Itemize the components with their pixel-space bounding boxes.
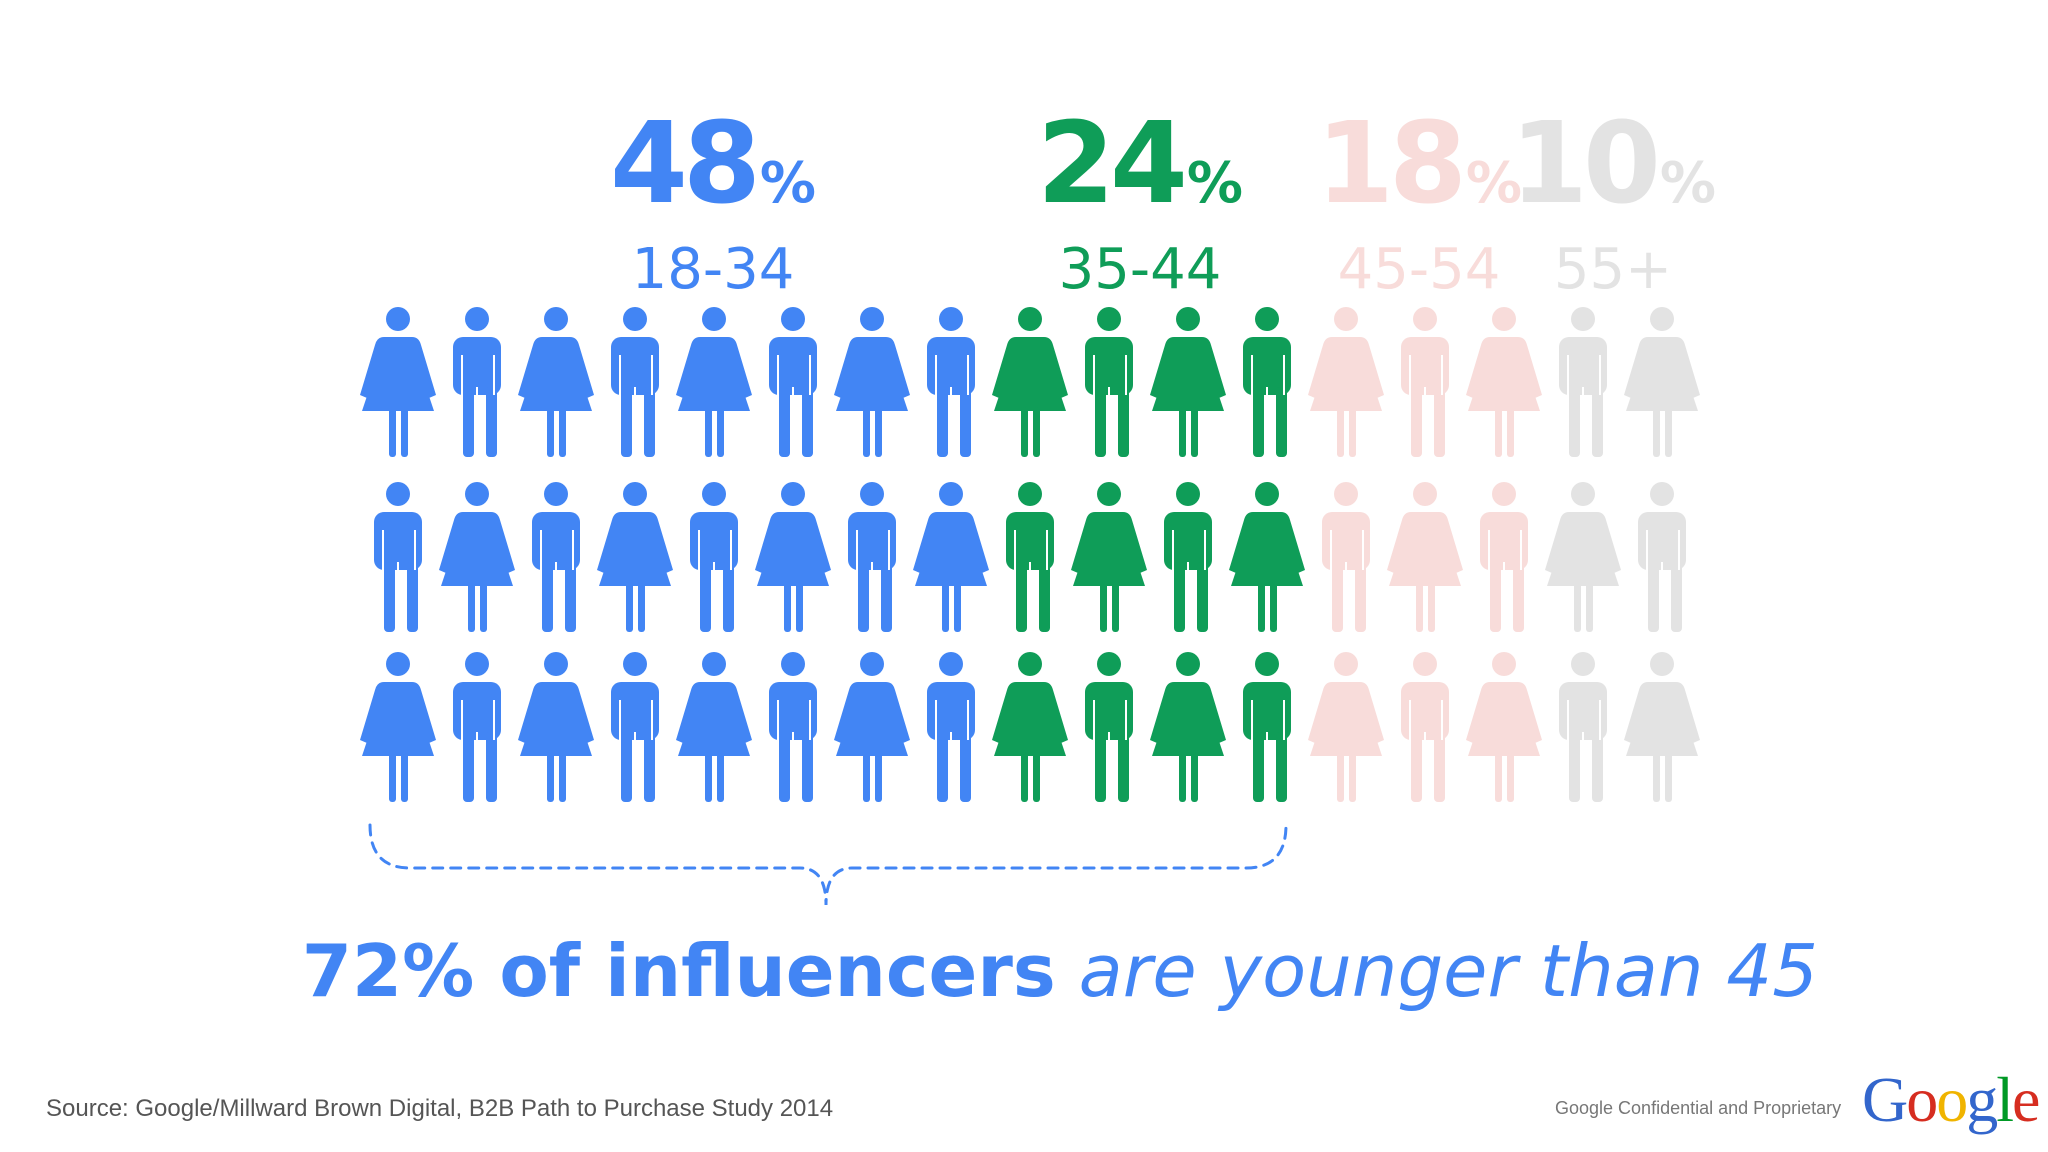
male-person-icon	[848, 482, 896, 632]
stat-percent: 48%	[610, 99, 816, 229]
female-person-icon	[518, 307, 594, 457]
male-person-icon	[1401, 652, 1449, 802]
male-person-icon	[453, 307, 501, 457]
male-person-icon	[1480, 482, 1528, 632]
male-person-icon	[611, 307, 659, 457]
male-person-icon	[1638, 482, 1686, 632]
stat-55-plus: 10% 55+	[1473, 108, 1753, 298]
male-person-icon	[1085, 652, 1133, 802]
female-person-icon	[992, 307, 1068, 457]
male-person-icon	[927, 652, 975, 802]
stat-35-44: 24% 35-44	[1000, 108, 1280, 298]
female-person-icon	[676, 652, 752, 802]
female-person-icon	[360, 652, 436, 802]
male-person-icon	[1559, 652, 1607, 802]
female-person-icon	[834, 307, 910, 457]
male-person-icon	[1401, 307, 1449, 457]
female-person-icon	[1071, 482, 1147, 632]
female-person-icon	[1387, 482, 1463, 632]
male-person-icon	[1243, 307, 1291, 457]
confidential-note: Google Confidential and Proprietary	[1555, 1098, 1842, 1118]
stat-percent: 18%	[1316, 99, 1522, 229]
male-person-icon	[611, 652, 659, 802]
stat-age-range: 35-44	[1058, 237, 1222, 302]
male-person-icon	[374, 482, 422, 632]
stat-age-range: 18-34	[631, 237, 795, 302]
male-person-icon	[1085, 307, 1133, 457]
female-person-icon	[1308, 307, 1384, 457]
male-person-icon	[769, 652, 817, 802]
headline-soft: are younger than 45	[1078, 929, 1819, 1013]
female-person-icon	[1150, 652, 1226, 802]
bracket-line	[368, 823, 1288, 906]
female-person-icon	[992, 652, 1068, 802]
male-person-icon	[690, 482, 738, 632]
stat-percent: 10%	[1510, 99, 1716, 229]
male-person-icon	[453, 652, 501, 802]
female-person-icon	[597, 482, 673, 632]
female-person-icon	[1624, 307, 1700, 457]
female-person-icon	[834, 652, 910, 802]
male-person-icon	[927, 307, 975, 457]
male-person-icon	[532, 482, 580, 632]
female-person-icon	[1466, 307, 1542, 457]
stat-18-34: 48% 18-34	[573, 108, 853, 298]
stat-age-range: 55+	[1553, 237, 1673, 302]
male-person-icon	[1006, 482, 1054, 632]
female-person-icon	[1545, 482, 1621, 632]
female-person-icon	[1624, 652, 1700, 802]
female-person-icon	[1308, 652, 1384, 802]
female-person-icon	[360, 307, 436, 457]
female-person-icon	[1150, 307, 1226, 457]
stat-45-54: 18% 45-54	[1279, 108, 1559, 298]
female-person-icon	[913, 482, 989, 632]
source-note: Source: Google/Millward Brown Digital, B…	[46, 1095, 834, 1122]
female-person-icon	[1466, 652, 1542, 802]
female-person-icon	[676, 307, 752, 457]
male-person-icon	[769, 307, 817, 457]
female-person-icon	[518, 652, 594, 802]
female-person-icon	[439, 482, 515, 632]
stat-percent: 24%	[1037, 99, 1243, 229]
male-person-icon	[1559, 307, 1607, 457]
female-person-icon	[755, 482, 831, 632]
stat-age-range: 45-54	[1337, 237, 1501, 302]
male-person-icon	[1322, 482, 1370, 632]
headline: 72% of influencers are younger than 45	[0, 935, 2048, 1007]
headline-strong: 72% of influencers	[301, 929, 1056, 1013]
male-person-icon	[1243, 652, 1291, 802]
female-person-icon	[1229, 482, 1305, 632]
google-logo: Google	[1862, 1064, 2040, 1135]
male-person-icon	[1164, 482, 1212, 632]
